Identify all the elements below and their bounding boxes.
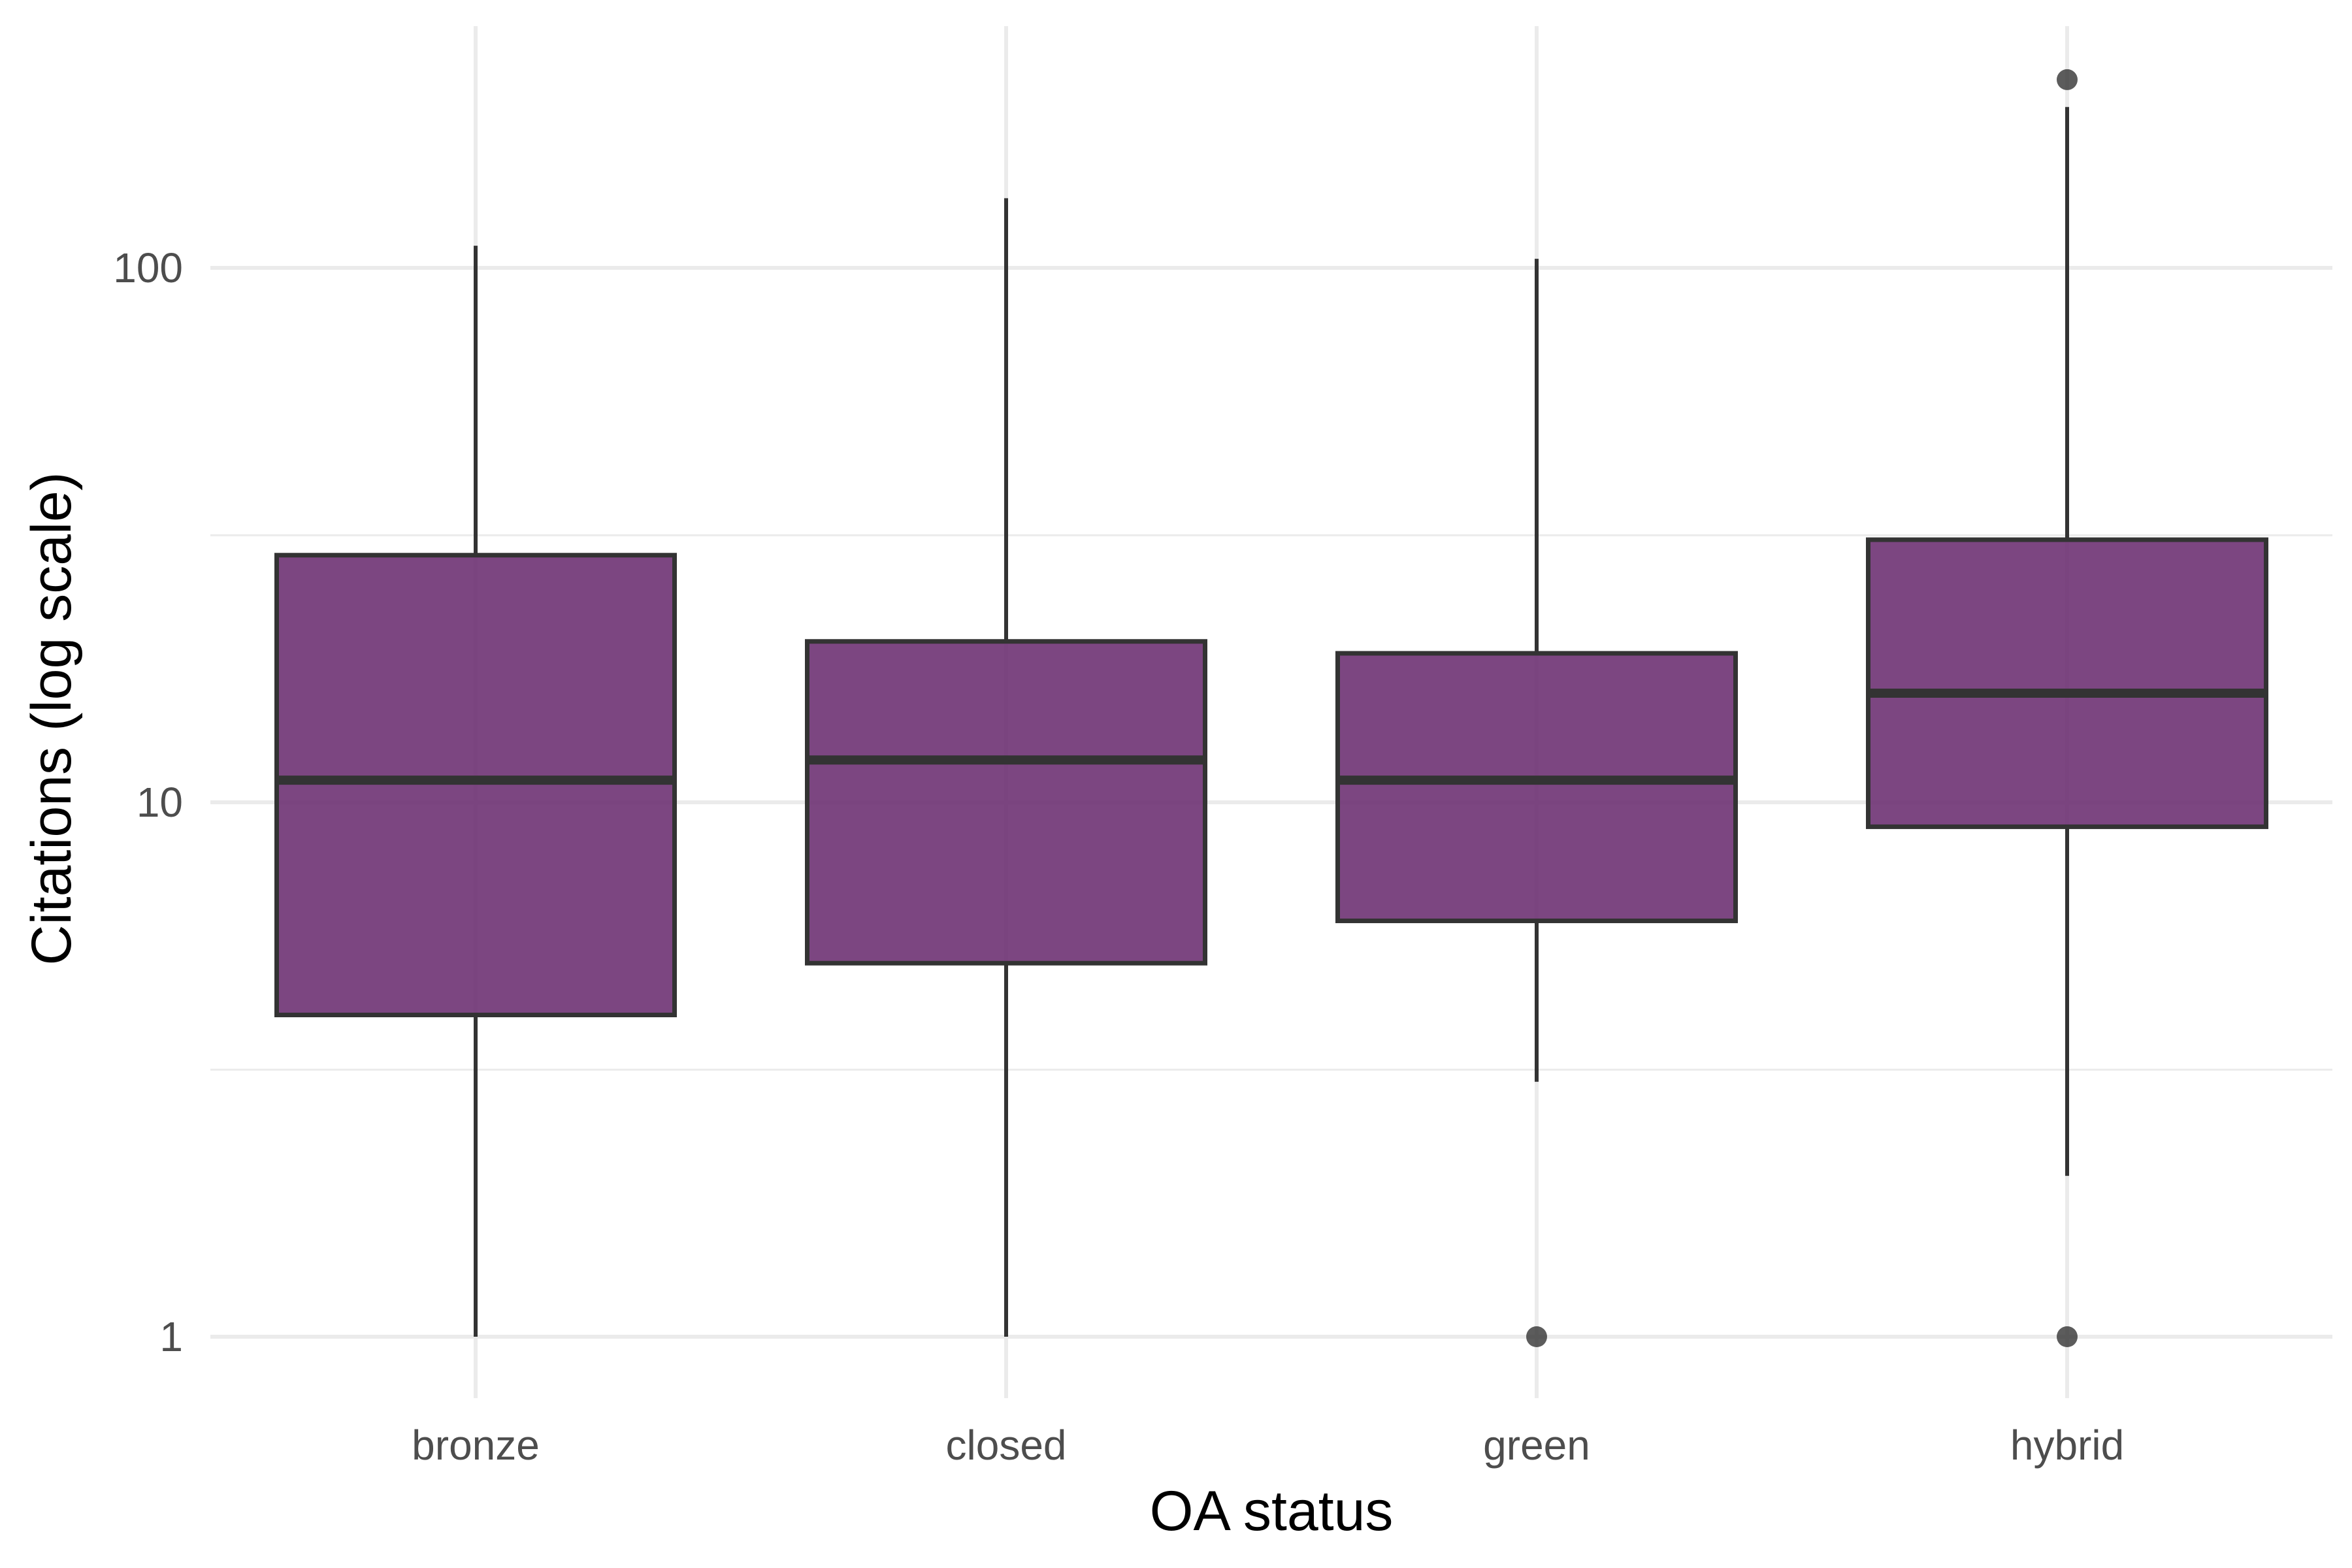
box-closed bbox=[805, 198, 1207, 1337]
iqr-box bbox=[805, 639, 1207, 966]
iqr-box bbox=[1335, 651, 1738, 923]
iqr-box bbox=[274, 553, 677, 1018]
y-axis: 1 10 100 bbox=[113, 244, 183, 1360]
outlier-point bbox=[2057, 69, 2078, 90]
box-green bbox=[1335, 259, 1738, 1347]
x-axis-title: OA status bbox=[1150, 1480, 1394, 1543]
x-axis: bronze closed green hybrid bbox=[412, 1422, 2124, 1469]
box-bronze bbox=[274, 246, 677, 1337]
iqr-box bbox=[1866, 537, 2268, 829]
x-tick-label: hybrid bbox=[2010, 1422, 2124, 1469]
x-tick-label: green bbox=[1483, 1422, 1590, 1469]
box-hybrid bbox=[1866, 69, 2268, 1347]
outlier-point bbox=[2057, 1326, 2078, 1347]
x-tick-label: bronze bbox=[412, 1422, 540, 1469]
outlier-point bbox=[1526, 1326, 1547, 1347]
y-tick-label: 10 bbox=[137, 779, 183, 826]
y-tick-label: 1 bbox=[159, 1313, 183, 1360]
y-tick-label: 100 bbox=[113, 244, 183, 291]
box-layer bbox=[274, 69, 2268, 1347]
x-tick-label: closed bbox=[946, 1422, 1067, 1469]
y-axis-title: Citations (log scale) bbox=[20, 472, 83, 965]
